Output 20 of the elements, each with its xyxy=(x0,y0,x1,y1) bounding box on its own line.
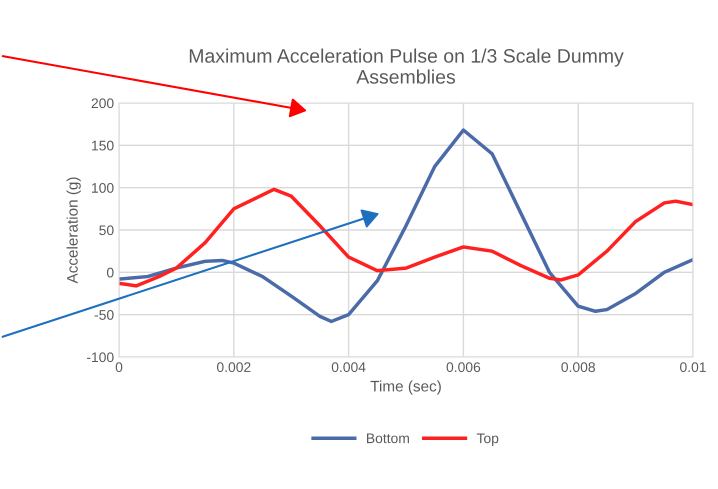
x-tick-label: 0.008 xyxy=(561,362,595,372)
x-tick-label: 0.004 xyxy=(332,362,366,372)
y-tick-label: 100 xyxy=(92,183,114,193)
y-tick-label: 150 xyxy=(92,140,114,151)
line-series xyxy=(119,128,693,324)
legend-label: Top xyxy=(476,434,498,446)
y-tick-label: 200 xyxy=(92,98,114,108)
x-tick-label: 0.01 xyxy=(680,362,706,372)
y-tick-label: -50 xyxy=(94,310,114,320)
y-tick-label: -100 xyxy=(86,352,114,362)
chart-title: Maximum Acceleration Pulse on 1/3 Scale Dummy Assemblies xyxy=(190,48,624,84)
line-series xyxy=(119,188,693,288)
x-tick-label: 0.002 xyxy=(216,362,250,372)
y-tick-label: 50 xyxy=(99,225,114,236)
x-tick-label: 0.006 xyxy=(446,362,480,372)
x-axis-title: Time (sec) xyxy=(370,380,441,395)
y-tick-label: 0 xyxy=(106,268,114,278)
legend-label: Bottom xyxy=(367,434,409,444)
x-tick-label: 0 xyxy=(116,362,122,372)
y-axis-title: Acceleration (g) xyxy=(66,177,81,284)
